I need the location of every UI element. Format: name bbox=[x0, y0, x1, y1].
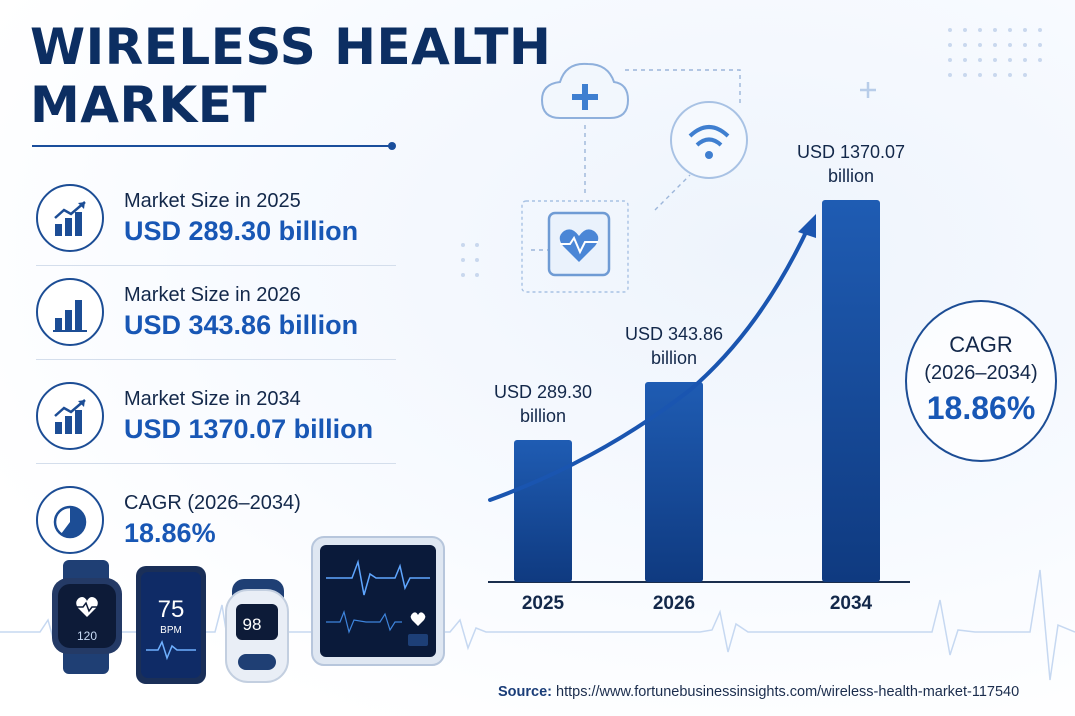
stat-value: USD 343.86 billion bbox=[124, 310, 359, 340]
divider bbox=[36, 265, 396, 266]
data-label: billion bbox=[651, 348, 697, 368]
cagr-badge-label: CAGR bbox=[949, 332, 1013, 357]
oximeter-reading: 98 bbox=[243, 615, 262, 634]
stat-market-size-2025: Market Size in 2025 USD 289.30 billion bbox=[32, 172, 396, 266]
bar-2025 bbox=[514, 440, 572, 582]
stat-label: Market Size in 2025 bbox=[124, 190, 301, 212]
data-label: USD 289.30 bbox=[494, 382, 592, 402]
trend-arrow bbox=[488, 226, 810, 502]
page-title: WIRELESS HEALTH MARKET bbox=[30, 18, 551, 134]
smartwatch-illustration bbox=[52, 560, 122, 674]
stat-label: Market Size in 2034 bbox=[124, 388, 301, 410]
pulse-oximeter-illustration bbox=[225, 579, 289, 683]
data-label: USD 343.86 bbox=[625, 324, 723, 344]
stat-value: USD 289.30 billion bbox=[124, 216, 359, 246]
x-tick-label: 2034 bbox=[830, 593, 873, 614]
data-label: USD 1370.07 bbox=[797, 142, 905, 162]
phone-unit: BPM bbox=[160, 625, 182, 636]
source-link[interactable]: https://www.fortunebusinessinsights.com/… bbox=[556, 684, 1020, 700]
divider bbox=[36, 359, 396, 360]
pie-chart-icon bbox=[36, 486, 104, 554]
dot-cluster-decoration bbox=[461, 243, 479, 277]
divider bbox=[36, 463, 396, 464]
title-line-1: WIRELESS HEALTH bbox=[30, 18, 552, 76]
bar-chart-icon bbox=[36, 278, 104, 346]
growth-chart-icon bbox=[36, 184, 104, 252]
title-divider bbox=[32, 142, 396, 150]
source-citation: Source: https://www.fortunebusinessinsig… bbox=[498, 684, 1019, 700]
stat-cagr: CAGR (2026–2034) 18.86% bbox=[32, 474, 396, 568]
bar-2026 bbox=[645, 382, 703, 582]
phone-reading: 75 bbox=[158, 596, 185, 623]
ecg-line-decoration bbox=[0, 569, 1075, 681]
cagr-badge-value: 18.86% bbox=[926, 390, 1036, 426]
stat-value: 18.86% bbox=[124, 518, 216, 548]
wifi-icon bbox=[670, 101, 748, 179]
x-tick-label: 2026 bbox=[653, 593, 695, 614]
title-line-2: MARKET bbox=[30, 76, 267, 134]
trend-arrow-head bbox=[798, 214, 816, 238]
smartphone-illustration bbox=[136, 566, 206, 684]
cloud-plus-icon bbox=[540, 62, 630, 119]
watch-reading: 120 bbox=[77, 629, 97, 643]
plus-icon bbox=[860, 82, 876, 98]
connector-lines bbox=[530, 69, 741, 251]
cagr-badge: CAGR (2026–2034) 18.86% bbox=[905, 300, 1057, 462]
data-label: billion bbox=[520, 406, 566, 426]
data-label: billion bbox=[828, 166, 874, 186]
dot-grid-decoration bbox=[948, 28, 1042, 77]
stat-label: CAGR (2026–2034) bbox=[124, 492, 301, 514]
bar-2034 bbox=[822, 200, 880, 582]
x-tick-label: 2025 bbox=[522, 593, 565, 614]
heart-tablet-icon bbox=[521, 200, 629, 293]
growth-chart-icon bbox=[36, 382, 104, 450]
stat-value: USD 1370.07 billion bbox=[124, 414, 374, 444]
stat-label: Market Size in 2026 bbox=[124, 284, 301, 306]
cagr-badge-period: (2026–2034) bbox=[924, 362, 1038, 384]
stat-market-size-2034: Market Size in 2034 USD 1370.07 billion bbox=[32, 370, 396, 464]
stat-market-size-2026: Market Size in 2026 USD 343.86 billion bbox=[32, 266, 396, 360]
patient-monitor-illustration bbox=[311, 536, 445, 666]
source-label: Source: bbox=[498, 684, 552, 700]
